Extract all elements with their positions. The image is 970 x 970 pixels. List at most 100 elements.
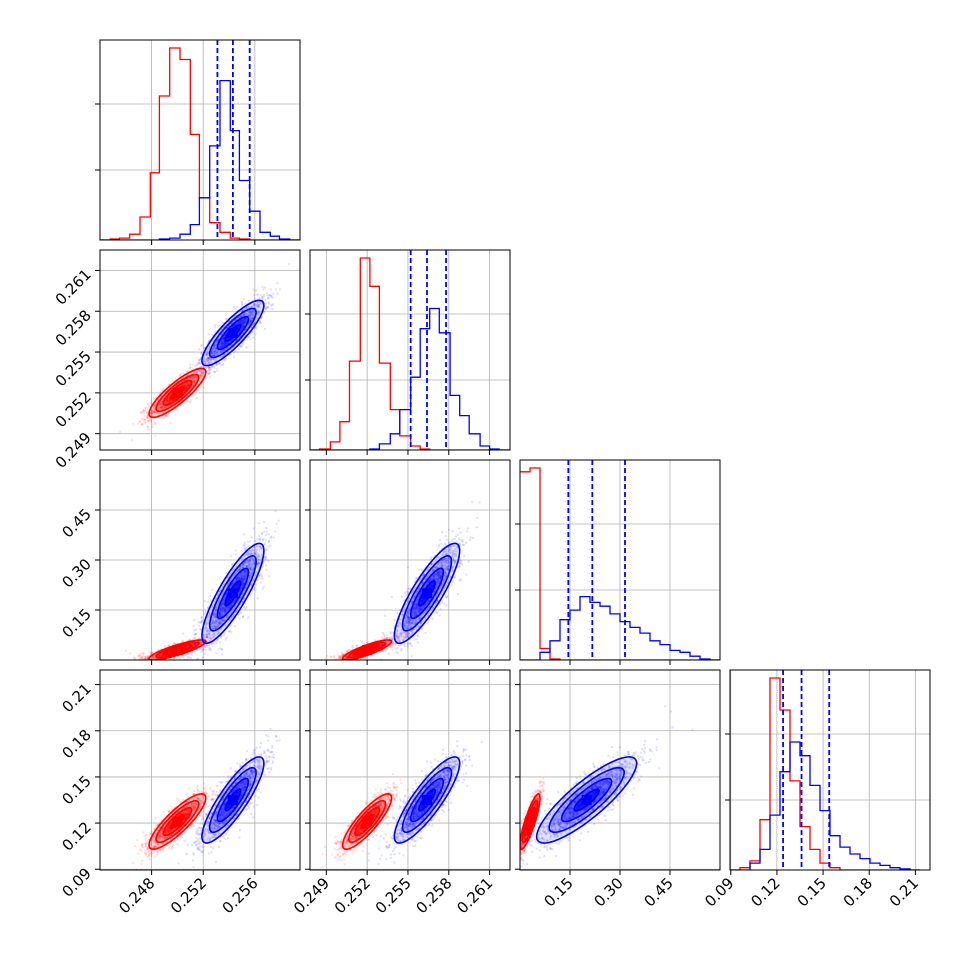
scatter-point	[198, 380, 201, 384]
scatter-point	[185, 378, 188, 381]
scatter-point	[250, 313, 253, 316]
scatter-point	[153, 408, 156, 411]
scatter-point	[249, 319, 252, 323]
scatter-point	[190, 644, 194, 647]
scatter-point	[241, 302, 244, 305]
scatter-point	[267, 296, 270, 300]
scatter-point	[154, 402, 158, 405]
scatter-point	[186, 381, 189, 384]
scatter-point	[187, 384, 190, 388]
scatter-point	[166, 398, 169, 401]
scatter-point	[156, 413, 159, 416]
scatter-point	[165, 399, 168, 403]
scatter-point	[150, 411, 154, 415]
scatter-point	[201, 371, 205, 374]
scatter-point	[222, 337, 225, 340]
scatter-point	[264, 302, 267, 305]
scatter-point	[153, 404, 156, 407]
scatter-point	[191, 375, 194, 378]
scatter-point	[164, 415, 167, 418]
scatter-point	[241, 322, 245, 325]
scatter-point	[246, 338, 249, 341]
scatter-point	[233, 355, 236, 358]
scatter-point	[253, 298, 257, 301]
scatter-point	[184, 388, 187, 391]
scatter-point	[252, 303, 255, 307]
scatter-point	[257, 293, 260, 296]
scatter-point	[160, 405, 164, 408]
scatter-point	[167, 400, 171, 404]
scatter-point	[185, 386, 189, 389]
scatter-point	[161, 397, 165, 401]
scatter-point	[189, 399, 192, 402]
scatter-point	[223, 341, 226, 344]
scatter-point	[215, 641, 218, 645]
scatter-point	[198, 348, 201, 351]
scatter-point	[182, 383, 185, 387]
scatter-point	[233, 625, 237, 628]
scatter-point	[197, 359, 201, 362]
hist-step-blue	[100, 79, 300, 240]
scatter-point	[195, 376, 199, 379]
scatter-point	[214, 354, 217, 357]
scatter-point	[182, 383, 185, 387]
scatter-point	[249, 310, 252, 313]
scatter-point	[257, 309, 260, 312]
scatter-point	[219, 342, 223, 346]
scatter-point	[240, 322, 243, 325]
peak-marker-red	[172, 645, 183, 655]
scatter-point	[266, 294, 269, 297]
scatter-point	[138, 420, 141, 423]
scatter-point	[234, 307, 237, 310]
scatter-point	[155, 411, 158, 414]
scatter-point	[258, 296, 261, 300]
scatter-point	[165, 401, 168, 405]
scatter-point	[245, 346, 248, 349]
scatter-point	[192, 380, 195, 383]
scatter-point	[168, 400, 171, 404]
contour-red	[148, 367, 207, 419]
scatter-point	[169, 421, 172, 425]
scatter-point	[203, 600, 206, 603]
scatter-point	[150, 410, 153, 414]
scatter-point	[218, 351, 222, 355]
scatter-point	[151, 409, 154, 413]
scatter-point	[159, 403, 162, 406]
scatter-point	[191, 363, 194, 367]
x-tick-label: 0.12	[747, 874, 783, 910]
scatter-point	[186, 369, 190, 373]
scatter-point	[269, 304, 273, 307]
scatter-point	[239, 322, 242, 325]
scatter-point	[193, 380, 196, 384]
scatter-point	[237, 617, 241, 620]
scatter-point	[184, 384, 188, 388]
scatter-point	[185, 385, 189, 388]
scatter-point	[188, 376, 192, 380]
scatter-point	[262, 288, 265, 291]
scatter-point	[162, 405, 165, 408]
scatter-point	[148, 419, 151, 422]
scatter-point	[160, 401, 163, 405]
scatter-point	[252, 527, 255, 530]
scatter-point	[146, 425, 149, 429]
hist-panel-3: 0.09 0.12 0.15 0.18 0.21	[701, 669, 931, 910]
scatter-point	[168, 399, 171, 402]
scatter-point	[195, 375, 198, 378]
scatter-point	[207, 333, 210, 336]
scatter-point	[199, 373, 202, 377]
scatter-point	[223, 343, 227, 347]
scatter-point	[140, 423, 143, 426]
scatter-point	[215, 341, 219, 344]
scatter-point	[164, 405, 168, 408]
scatter-point	[145, 412, 149, 415]
scatter-point	[237, 316, 240, 319]
scatter-point	[210, 368, 213, 371]
scatter-point	[166, 397, 169, 400]
scatter-point	[190, 377, 193, 381]
scatter-point	[248, 314, 251, 317]
scatter-point	[263, 327, 267, 331]
scatter-point	[158, 406, 161, 409]
scatter-point	[158, 412, 161, 415]
scatter-point	[241, 325, 245, 329]
scatter-point	[128, 652, 132, 655]
